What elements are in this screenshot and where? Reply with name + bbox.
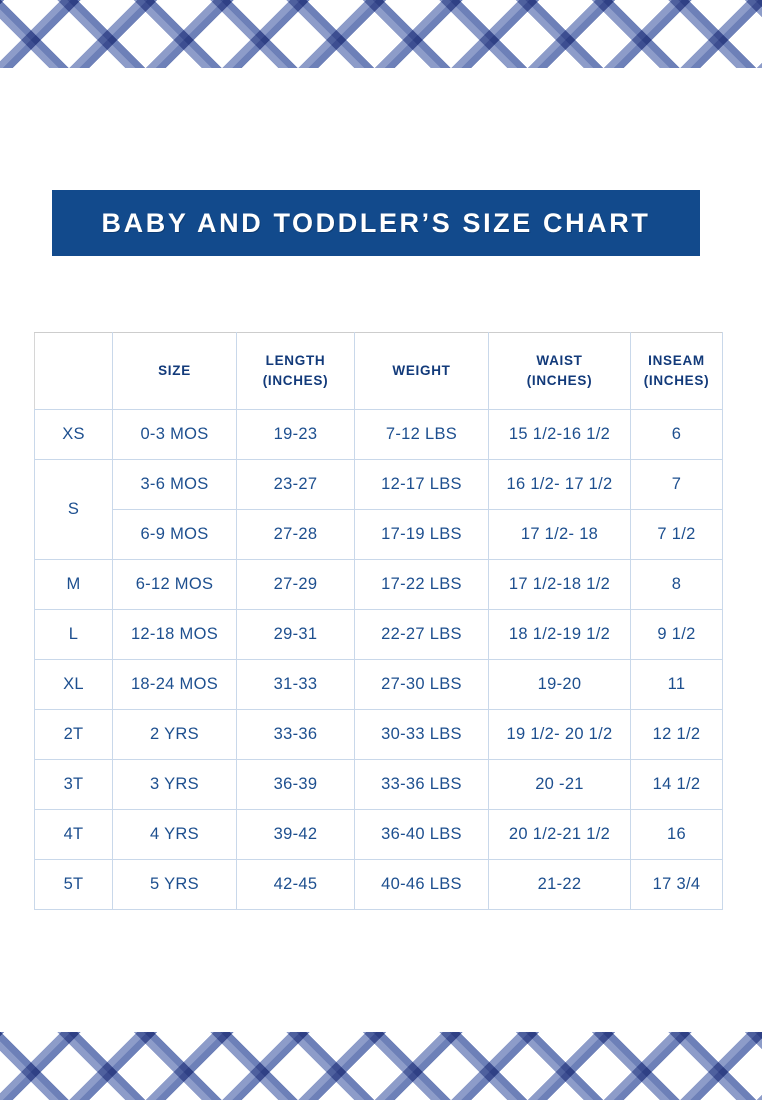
cell-waist: 18 1/2-19 1/2 [488,609,631,660]
cell-length: 19-23 [236,409,355,460]
cell-size: 3-6 MOS [112,459,237,510]
cell-length: 27-28 [236,509,355,560]
column-header-length-line1: LENGTH [265,353,326,369]
table-row: XL 18-24 MOS 31-33 27-30 LBS 19-20 11 [34,659,723,710]
cell-size: 6-9 MOS [112,509,237,560]
cell-waist: 16 1/2- 17 1/2 [488,459,631,510]
cell-weight: 36-40 LBS [354,809,489,860]
column-header-weight-line1: WEIGHT [392,363,451,379]
cell-weight: 40-46 LBS [354,859,489,910]
cell-inseam: 7 1/2 [630,509,723,560]
column-header-size-line1: SIZE [158,363,191,379]
cell-weight: 22-27 LBS [354,609,489,660]
table-header-row: SIZE LENGTH (INCHES) WEIGHT WAIST (INCHE… [34,332,723,410]
cell-inseam: 8 [630,559,723,610]
cell-inseam: 6 [630,409,723,460]
column-header-weight: WEIGHT [354,332,489,410]
table-row: 5T 5 YRS 42-45 40-46 LBS 21-22 17 3/4 [34,859,723,910]
cell-size: 18-24 MOS [112,659,237,710]
table-header: SIZE LENGTH (INCHES) WEIGHT WAIST (INCHE… [34,332,723,410]
cell-inseam: 16 [630,809,723,860]
cell-size: 4 YRS [112,809,237,860]
column-header-waist: WAIST (INCHES) [488,332,631,410]
cell-length: 36-39 [236,759,355,810]
table-row: L 12-18 MOS 29-31 22-27 LBS 18 1/2-19 1/2 9 1… [34,609,723,660]
cell-length: 39-42 [236,809,355,860]
table-row: S 3-6 MOS 23-27 12-17 LBS 16 1/2- 17 1/2 7 [34,459,723,560]
cell-size-group: 3T [34,759,113,810]
cell-size: 6-12 MOS [112,559,237,610]
cell-length: 27-29 [236,559,355,610]
table-row: 6-9 MOS 27-28 17-19 LBS 17 1/2- 18 7 1/2 [35,509,723,560]
cell-weight: 12-17 LBS [354,459,489,510]
table-row: M 6-12 MOS 27-29 17-22 LBS 17 1/2-18 1/2 8 [34,559,723,610]
cell-weight: 7-12 LBS [354,409,489,460]
cell-size-group: M [34,559,113,610]
cell-weight: 17-22 LBS [354,559,489,610]
gingham-border-top [0,0,762,68]
column-header-length: LENGTH (INCHES) [236,332,355,410]
gingham-band-layer-ascending [0,0,762,68]
cell-inseam: 14 1/2 [630,759,723,810]
column-header-size: SIZE [112,332,237,410]
cell-waist: 17 1/2-18 1/2 [488,559,631,610]
cell-size-group: XL [34,659,113,710]
cell-size-group: 2T [34,709,113,760]
gingham-bands-bottom [0,1032,762,1100]
cell-waist: 19-20 [488,659,631,710]
table-body: XS 0-3 MOS 19-23 7-12 LBS 15 1/2-16 1/2 6 S 3-6… [34,409,723,910]
cell-size: 0-3 MOS [112,409,237,460]
cell-inseam: 17 3/4 [630,859,723,910]
cell-size-group: L [34,609,113,660]
cell-size: 5 YRS [112,859,237,910]
column-header-group [34,332,113,410]
cell-length: 33-36 [236,709,355,760]
cell-size: 2 YRS [112,709,237,760]
cell-waist: 20 -21 [488,759,631,810]
size-chart-table-wrapper: SIZE LENGTH (INCHES) WEIGHT WAIST (INCHE… [34,332,723,910]
title-banner: BABY AND TODDLER’S SIZE CHART [52,190,700,256]
cell-inseam: 12 1/2 [630,709,723,760]
column-header-inseam-line2: (INCHES) [643,373,710,388]
cell-weight: 30-33 LBS [354,709,489,760]
cell-length: 42-45 [236,859,355,910]
table-row: 3T 3 YRS 36-39 33-36 LBS 20 -21 14 1/2 [34,759,723,810]
cell-length: 23-27 [236,459,355,510]
cell-waist: 20 1/2-21 1/2 [488,809,631,860]
cell-size: 12-18 MOS [112,609,237,660]
cell-length: 31-33 [236,659,355,710]
cell-size-group: S [34,459,113,560]
cell-size-group: 5T [34,859,113,910]
gingham-band-layer-ascending-bottom [0,1032,762,1100]
column-header-length-line2: (INCHES) [262,373,329,388]
table-row: 2T 2 YRS 33-36 30-33 LBS 19 1/2- 20 1/2 12 1/… [34,709,723,760]
cell-size: 3 YRS [112,759,237,810]
cell-length: 29-31 [236,609,355,660]
cell-waist: 21-22 [488,859,631,910]
cell-size-group: XS [34,409,113,460]
gingham-bands [0,0,762,68]
cell-waist: 17 1/2- 18 [488,509,631,560]
cell-size-group: 4T [34,809,113,860]
column-header-inseam: INSEAM (INCHES) [630,332,723,410]
column-header-inseam-line1: INSEAM [648,353,705,369]
cell-waist: 19 1/2- 20 1/2 [488,709,631,760]
cell-inseam: 9 1/2 [630,609,723,660]
size-chart-table: SIZE LENGTH (INCHES) WEIGHT WAIST (INCHE… [34,332,723,910]
cell-waist: 15 1/2-16 1/2 [488,409,631,460]
cell-weight: 27-30 LBS [354,659,489,710]
table-row: XS 0-3 MOS 19-23 7-12 LBS 15 1/2-16 1/2 6 [34,409,723,460]
gingham-border-bottom [0,1032,762,1100]
cell-weight: 33-36 LBS [354,759,489,810]
cell-inseam: 11 [630,659,723,710]
cell-inseam: 7 [630,459,723,510]
table-row: 4T 4 YRS 39-42 36-40 LBS 20 1/2-21 1/2 16 [34,809,723,860]
page-title: BABY AND TODDLER’S SIZE CHART [101,207,651,238]
column-header-waist-line2: (INCHES) [526,373,593,388]
cell-weight: 17-19 LBS [354,509,489,560]
column-header-waist-line1: WAIST [536,353,583,369]
